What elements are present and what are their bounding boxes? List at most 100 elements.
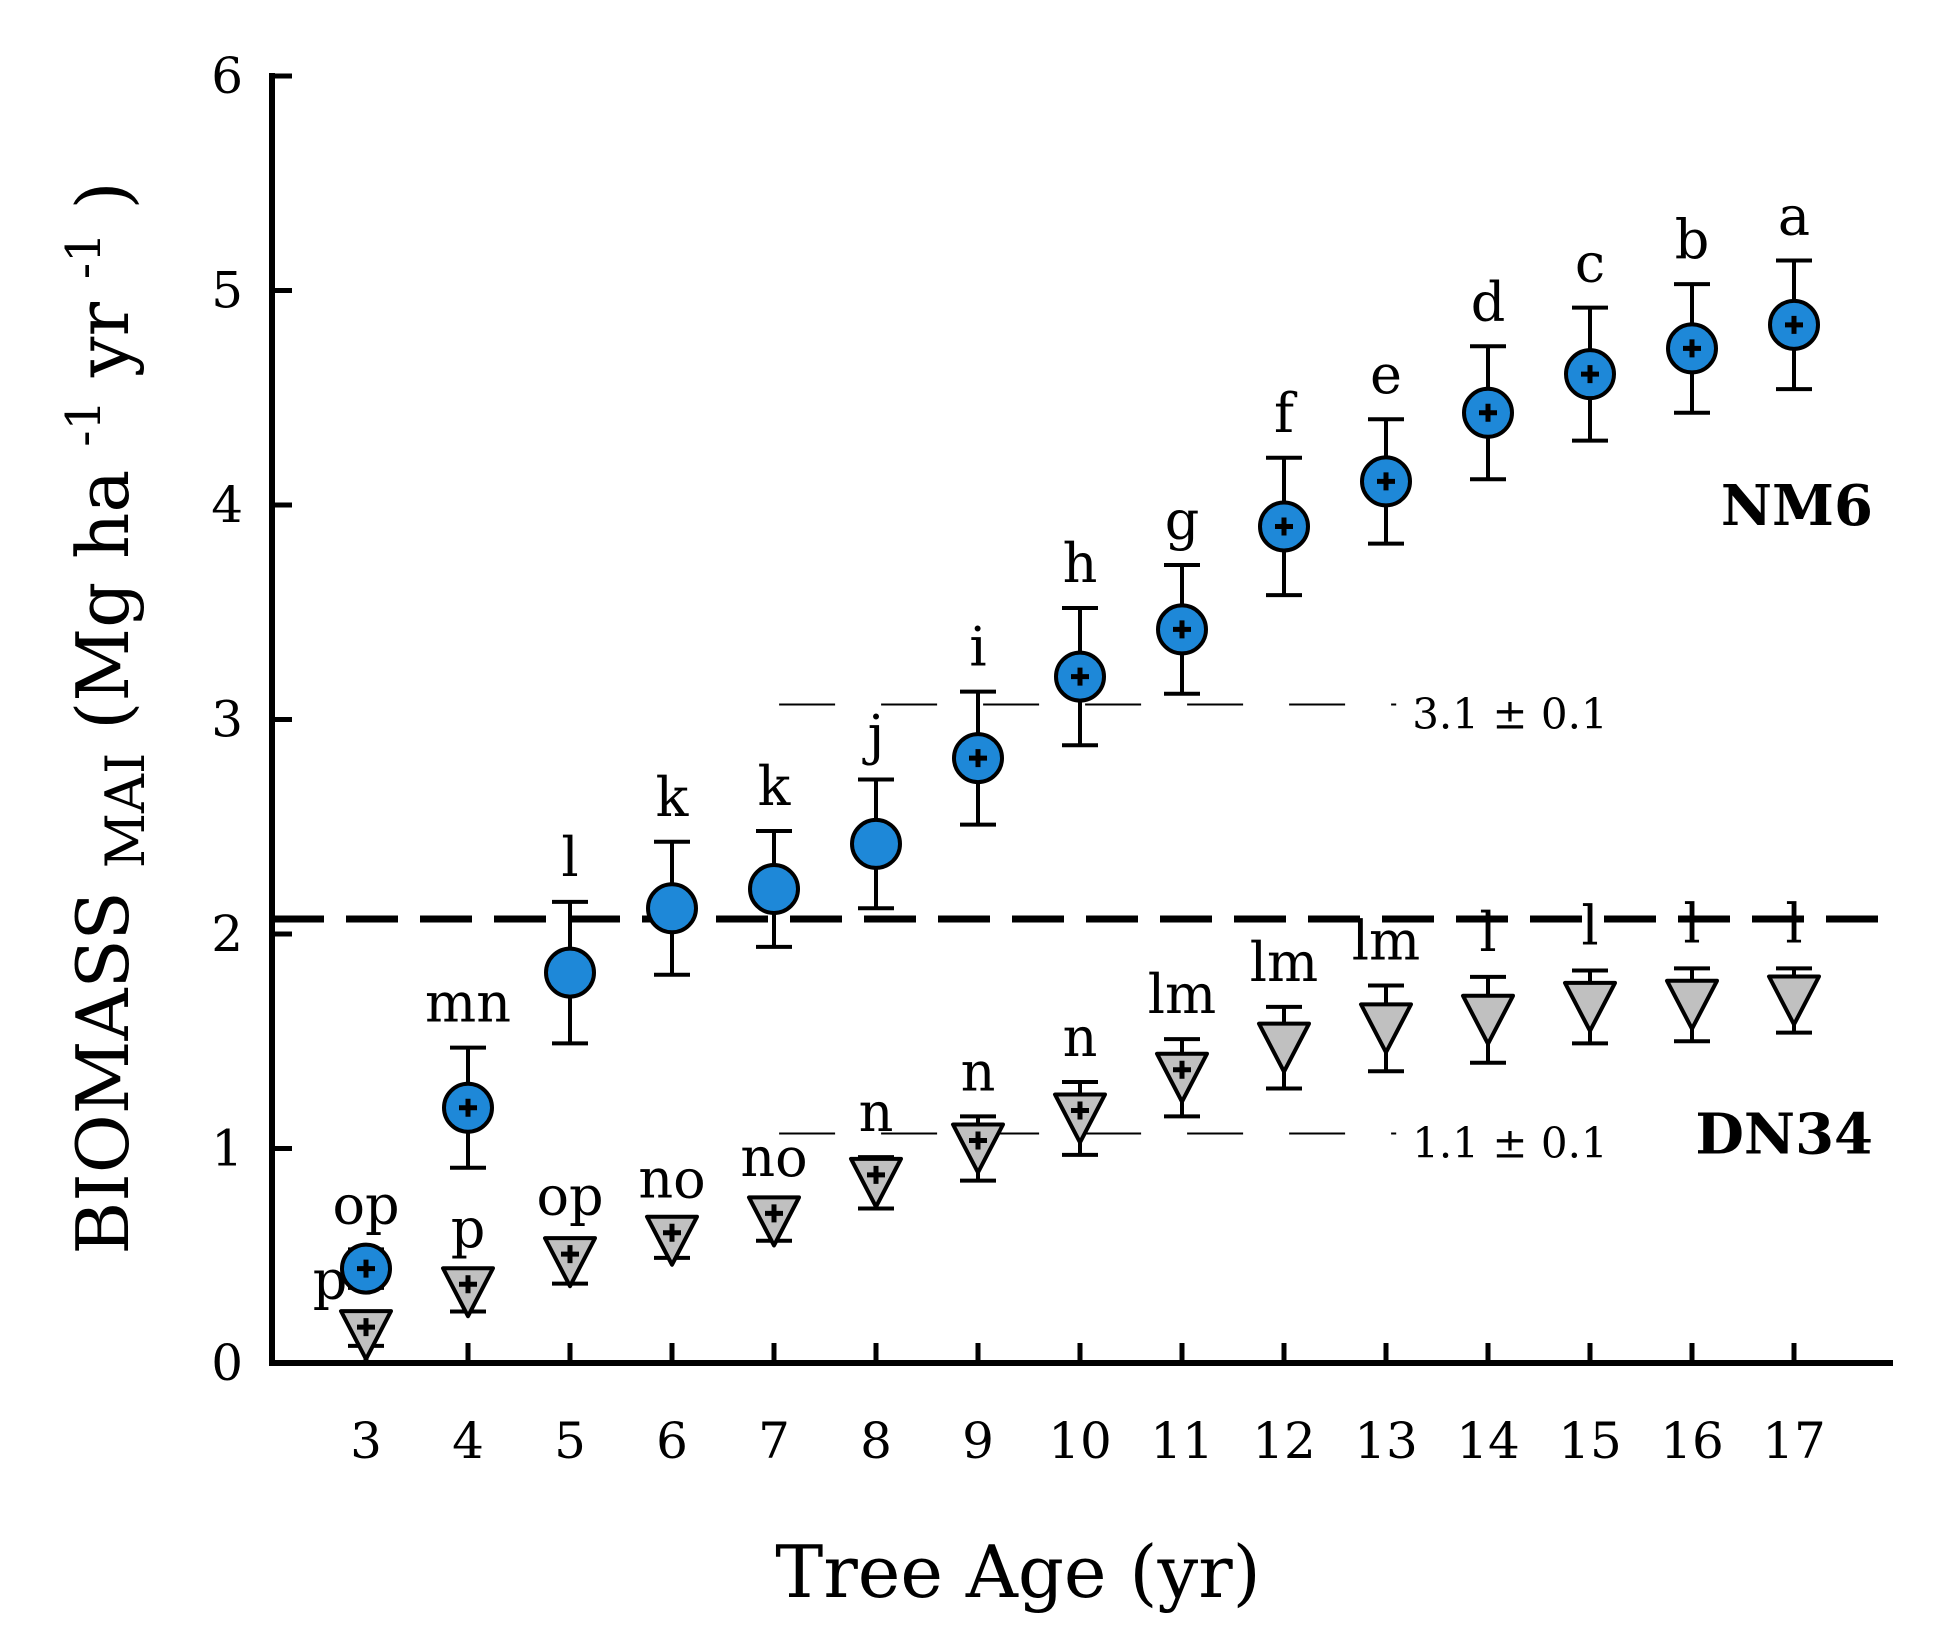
x-tick-label: 10 [1048,1412,1112,1470]
plus-mark [663,1223,681,1242]
nm6-point: k [748,755,800,949]
significance-letter: n [859,1081,894,1144]
x-tick-label: 14 [1456,1412,1520,1470]
significance-letter: l [1785,892,1802,955]
triangle-marker [1359,1002,1413,1055]
significance-letter: p [313,1248,348,1311]
plus-mark [1071,667,1089,686]
circle-marker [544,946,596,999]
y-tick-label: 5 [211,262,243,320]
plus-mark [765,1204,783,1223]
significance-letter: k [656,766,690,829]
plus-mark [1173,1060,1191,1079]
reference-line-label: 3.1 ± 0.1 [1412,689,1607,738]
plus-mark [1071,1101,1089,1120]
x-tick-label: 17 [1762,1412,1826,1470]
x-tick-label: 11 [1150,1412,1214,1470]
triangle-marker [1665,978,1719,1031]
x-tick-label: 13 [1354,1412,1418,1470]
significance-letter: p [451,1197,486,1260]
triangle-marker [1563,980,1617,1033]
triangle-marker [1767,974,1821,1027]
plus-mark [1479,403,1497,422]
nm6-point: h [1054,532,1106,748]
nm6-point: g [1156,489,1208,696]
plus-mark [357,1259,375,1278]
y-tick-label: 2 [211,905,243,963]
significance-letter: n [1063,1006,1098,1069]
series-label: DN34 [1695,1101,1873,1167]
y-tick-label: 3 [211,691,243,749]
dn34-point: l [1461,901,1515,1065]
plus-mark [1275,517,1293,536]
y-title-subscript: MAI [94,753,157,869]
plus-mark [561,1245,579,1264]
y-title-units-a: (Mg ha [61,470,145,730]
nm6-point: op [332,1173,400,1295]
significance-letter: e [1370,343,1402,406]
x-tick-label: 9 [962,1412,994,1470]
significance-letter: no [740,1126,807,1189]
triangle-marker [1257,1021,1311,1074]
significance-letter: j [862,704,885,767]
dn34-point: lm [1352,909,1420,1074]
plus-mark [1683,339,1701,358]
y-title-main: BIOMASS [61,891,145,1254]
y-tick-label: 4 [211,476,243,534]
plus-mark [969,1131,987,1150]
dn34-point: lm [1250,931,1318,1091]
y-title-units-c: ) [61,181,145,209]
significance-letter: op [332,1173,399,1236]
x-tick-label: 15 [1558,1412,1622,1470]
plus-mark [867,1165,885,1184]
nm6-point: mn [425,972,511,1170]
nm6-point: c [1564,232,1616,443]
nm6-point: b [1666,208,1718,415]
plus-mark [1173,620,1191,639]
y-title-units-b: yr [61,301,145,378]
x-tick-label: 12 [1252,1412,1316,1470]
significance-letter: i [969,616,986,679]
plus-mark [969,749,987,768]
nm6-point: f [1258,382,1310,598]
reference-lines: 3.1 ± 0.1 1.1 ± 0.1 [272,689,1886,1167]
x-tick-label: 6 [656,1412,688,1470]
significance-letter: a [1778,184,1810,247]
plus-mark [357,1318,375,1337]
dn34-point: op [536,1165,604,1289]
nm6-point: e [1360,343,1412,546]
x-tick-label: 4 [452,1412,484,1470]
significance-letter: l [1479,901,1496,964]
significance-letter: k [758,755,792,818]
dn34-point: l [1767,892,1821,1035]
dn34-point: p [313,1248,393,1362]
nm6-point: i [952,616,1004,827]
significance-letter: g [1165,489,1200,552]
y-axis-title: BIOMASS MAI (Mg ha -1 yr -1 ) [33,181,161,1254]
plus-mark [459,1275,477,1294]
nm6-point: l [544,826,596,1046]
significance-letter: n [961,1040,996,1103]
triangle-marker [1461,993,1515,1046]
significance-letter: lm [1352,909,1420,972]
circle-marker [646,882,698,935]
dn34-point: n [849,1081,903,1211]
significance-letter: l [1683,892,1700,955]
x-tick-label: 5 [554,1412,586,1470]
nm6-point: j [850,704,902,911]
y-tick-label: 1 [211,1120,243,1178]
series-label: NM6 [1721,473,1873,539]
dn34-point: no [740,1126,808,1248]
nm6-point: a [1768,184,1820,392]
circle-marker [748,862,800,915]
y-title-exp-a: -1 [56,400,112,447]
significance-letter: l [561,826,578,889]
dn34-point: p [441,1197,495,1319]
x-tick-label: 3 [350,1412,382,1470]
significance-letter: op [536,1165,603,1228]
dn34-point: no [638,1148,706,1267]
plus-mark [1377,472,1395,491]
dn34-point: n [1053,1006,1107,1157]
